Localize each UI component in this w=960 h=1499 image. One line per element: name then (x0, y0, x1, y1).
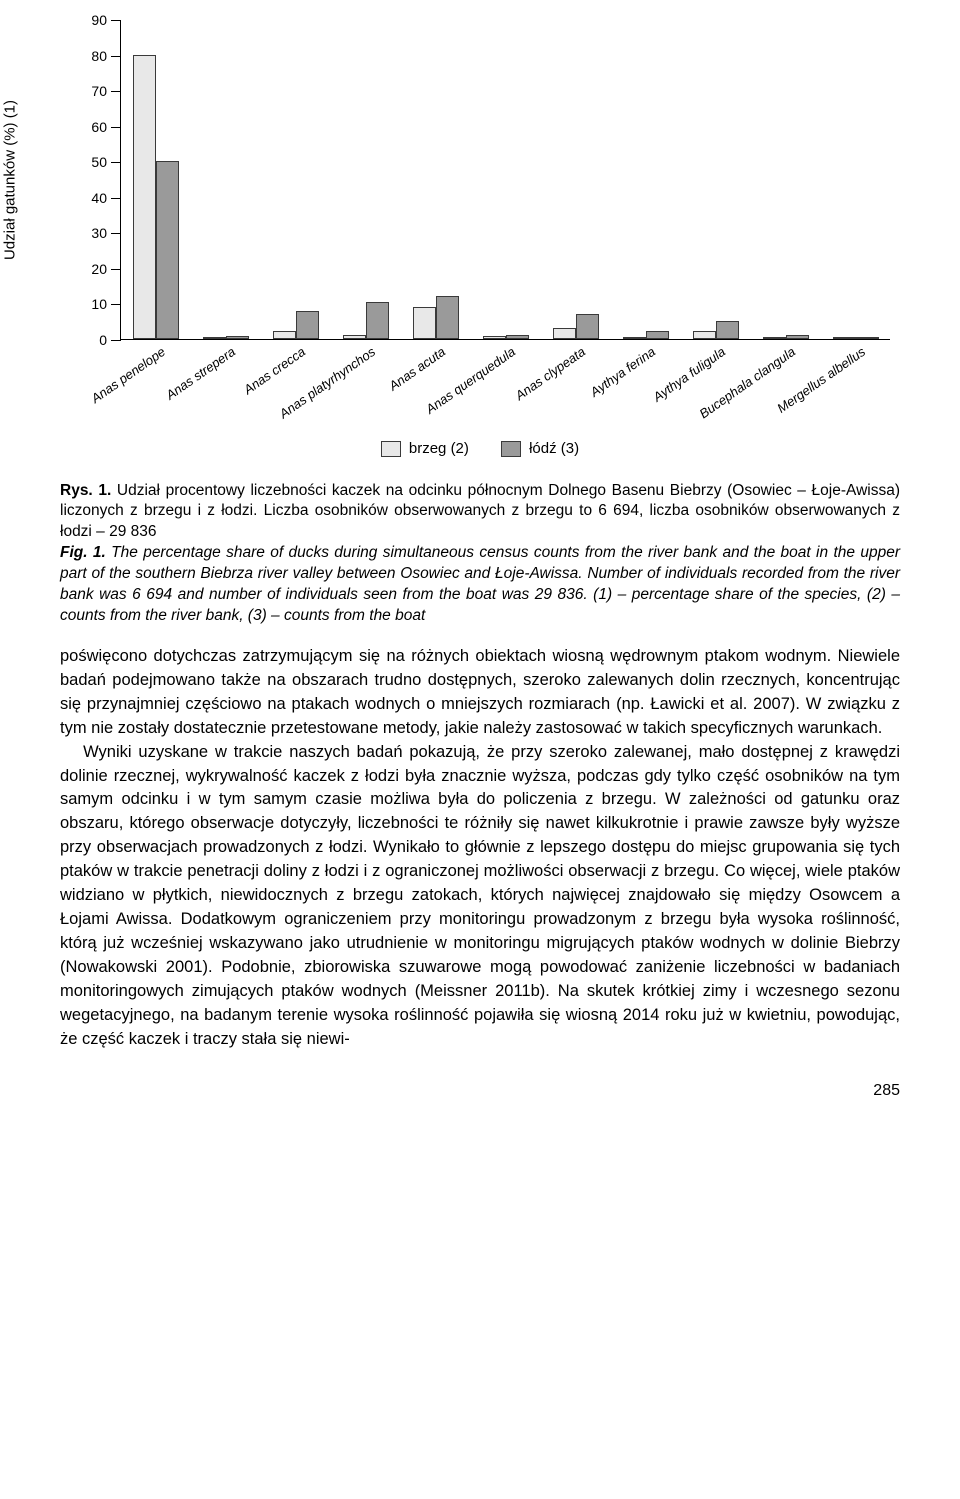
x-category-label: Anas penelope (85, 339, 168, 406)
bar-group: Anas clypeata (549, 314, 602, 339)
y-tick-label: 50 (91, 154, 107, 170)
x-category-label: Anas strepera (160, 339, 238, 403)
bars-container: Anas penelope Anas strepera Anas crecca Ana… (121, 20, 890, 339)
bar-group: Anas acuta (409, 296, 462, 339)
bar (646, 331, 669, 339)
y-tick-label: 70 (91, 83, 107, 99)
y-tick (111, 340, 121, 341)
bar (553, 328, 576, 339)
bar-group: Anas platyrhynchos (339, 302, 392, 339)
bar (833, 337, 856, 339)
bar (203, 337, 226, 339)
bar (156, 161, 179, 339)
bar (133, 55, 156, 339)
bar (693, 331, 716, 339)
caption-pl-text: Udział procentowy liczebności kaczek na … (60, 482, 900, 541)
bar-group: Anas querquedula (479, 335, 532, 339)
legend-label: łódź (3) (529, 440, 579, 457)
paragraph: Wyniki uzyskane w trakcie naszych badań … (60, 741, 900, 1052)
y-tick-label: 90 (91, 12, 107, 28)
page-number: 285 (60, 1082, 900, 1100)
paragraph: poświęcono dotychczas zatrzymującym się … (60, 645, 900, 741)
legend: brzeg (2) łódź (3) (60, 440, 900, 461)
bar (716, 321, 739, 339)
y-tick (111, 56, 121, 57)
y-tick (111, 91, 121, 92)
bar (343, 335, 366, 339)
plot-area: Anas penelope Anas strepera Anas crecca Ana… (120, 20, 890, 340)
bar (413, 307, 436, 339)
y-tick-label: 80 (91, 48, 107, 64)
caption-en-label: Fig. 1. (60, 544, 106, 561)
y-tick-label: 10 (91, 296, 107, 312)
y-tick (111, 127, 121, 128)
bar-group: Anas penelope (129, 55, 182, 339)
figure-caption: Rys. 1. Udział procentowy liczebności ka… (60, 481, 900, 627)
y-tick (111, 20, 121, 21)
bar-group: Mergellus albellus (829, 337, 882, 339)
body-text: poświęcono dotychczas zatrzymującym się … (60, 645, 900, 1052)
y-tick-label: 0 (99, 332, 107, 348)
legend-label: brzeg (2) (409, 440, 469, 457)
legend-item-lodz: łódź (3) (501, 440, 579, 457)
bar-group: Anas crecca (269, 311, 322, 339)
y-tick (111, 269, 121, 270)
bar (366, 302, 389, 339)
bar-group: Anas strepera (199, 336, 252, 339)
bar (506, 335, 529, 339)
x-category-label: Aythya ferina (584, 339, 658, 400)
y-tick (111, 198, 121, 199)
bar (483, 336, 506, 339)
bar (763, 337, 786, 339)
legend-swatch (381, 441, 401, 457)
y-tick-label: 20 (91, 261, 107, 277)
y-tick (111, 304, 121, 305)
y-tick-label: 40 (91, 190, 107, 206)
bar (226, 336, 249, 339)
y-tick-label: 30 (91, 225, 107, 241)
caption-en-text: The percentage share of ducks during sim… (60, 544, 900, 624)
bar (856, 337, 879, 339)
y-axis-label: Udział gatunków (%) (1) (2, 100, 19, 260)
y-tick (111, 233, 121, 234)
y-tick (111, 162, 121, 163)
legend-swatch (501, 441, 521, 457)
page: Udział gatunków (%) (1) Anas penelopeAna… (0, 0, 960, 1130)
bar-group: Bucephala clangula (759, 335, 812, 339)
bar-group: Aythya fuligula (689, 321, 742, 339)
bar (786, 335, 809, 339)
bar (296, 311, 319, 339)
bar (273, 331, 296, 339)
y-tick-label: 60 (91, 119, 107, 135)
legend-item-brzeg: brzeg (2) (381, 440, 469, 457)
x-category-label: Anas clypeata (509, 339, 588, 403)
bar (436, 296, 459, 339)
bar-chart: Udział gatunków (%) (1) Anas penelopeAna… (60, 20, 900, 340)
bar (576, 314, 599, 339)
bar (623, 337, 646, 339)
caption-pl-label: Rys. 1. (60, 482, 111, 499)
bar-group: Aythya ferina (619, 331, 672, 339)
